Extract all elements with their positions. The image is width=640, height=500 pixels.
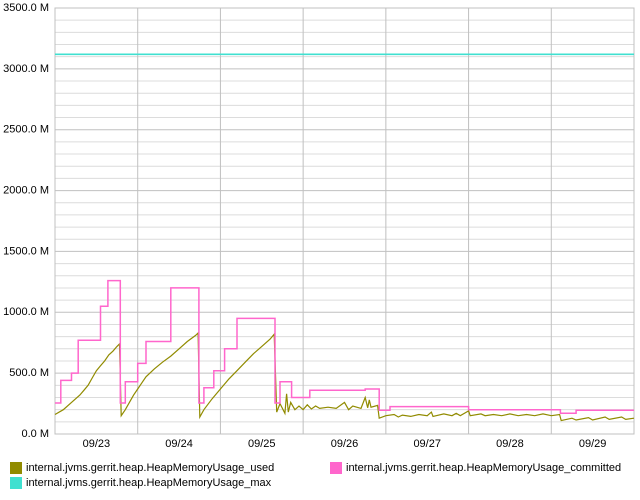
x-tick-label: 09/23 (83, 438, 111, 450)
y-tick-label: 3000.0 M (3, 63, 49, 75)
legend: internal.jvms.gerrit.heap.HeapMemoryUsag… (0, 456, 640, 490)
legend-item: internal.jvms.gerrit.heap.HeapMemoryUsag… (0, 460, 320, 475)
x-tick-label: 09/25 (248, 438, 276, 450)
legend-swatch (330, 462, 342, 474)
x-tick-label: 09/24 (165, 438, 193, 450)
legend-swatch (10, 477, 22, 489)
legend-label: internal.jvms.gerrit.heap.HeapMemoryUsag… (26, 462, 274, 474)
x-tick-label: 09/27 (413, 438, 441, 450)
legend-swatch (10, 462, 22, 474)
x-tick-label: 09/26 (331, 438, 359, 450)
legend-item: internal.jvms.gerrit.heap.HeapMemoryUsag… (320, 460, 640, 475)
legend-item: internal.jvms.gerrit.heap.HeapMemoryUsag… (0, 475, 320, 490)
chart-container: 0.0 M 500.0 M 1000.0 M 1500.0 M 2000.0 M 2500… (0, 0, 640, 490)
y-tick-label: 2000.0 M (3, 184, 49, 196)
y-tick-label: 1500.0 M (3, 245, 49, 257)
legend-label: internal.jvms.gerrit.heap.HeapMemoryUsag… (26, 477, 271, 489)
y-tick-label: 3500.0 M (3, 2, 49, 14)
x-tick-label: 09/28 (496, 438, 524, 450)
chart-svg: 0.0 M 500.0 M 1000.0 M 1500.0 M 2000.0 M 2500… (0, 0, 640, 456)
y-tick-label: 2500.0 M (3, 124, 49, 136)
x-tick-label: 09/29 (579, 438, 607, 450)
legend-label: internal.jvms.gerrit.heap.HeapMemoryUsag… (346, 462, 621, 474)
y-tick-label: 500.0 M (9, 367, 49, 379)
y-tick-label: 1000.0 M (3, 306, 49, 318)
y-tick-label: 0.0 M (21, 428, 49, 440)
